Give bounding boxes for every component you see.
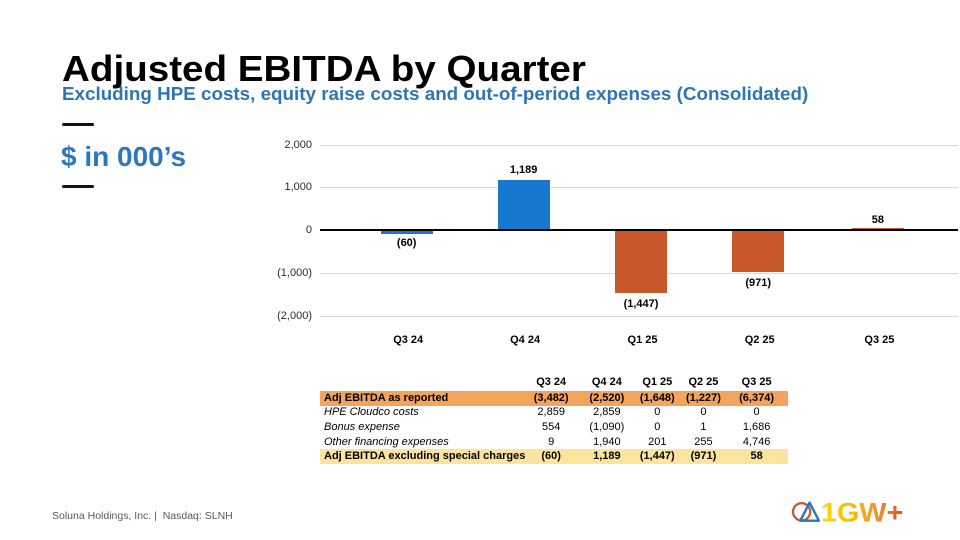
svg-text:1GW+: 1GW+ bbox=[821, 498, 904, 528]
